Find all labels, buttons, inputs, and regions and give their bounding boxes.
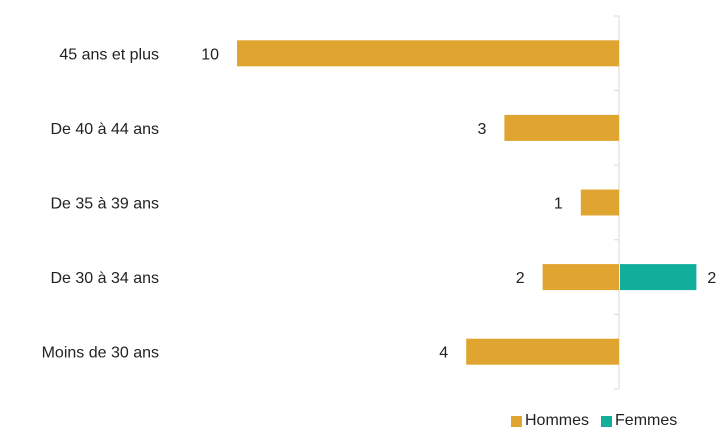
legend: Hommes Femmes bbox=[511, 412, 677, 430]
category-label: De 30 à 34 ans bbox=[50, 270, 159, 287]
data-label-hommes: 3 bbox=[477, 121, 486, 138]
category-label: 45 ans et plus bbox=[59, 46, 159, 63]
data-label-hommes: 2 bbox=[516, 270, 525, 287]
legend-swatch-femmes bbox=[601, 415, 613, 427]
bar-hommes bbox=[504, 114, 619, 141]
legend-label-hommes: Hommes bbox=[525, 412, 590, 429]
data-label-femmes: 2 bbox=[707, 270, 716, 287]
category-label: De 35 à 39 ans bbox=[50, 196, 159, 213]
data-label-hommes: 4 bbox=[439, 345, 448, 362]
data-label-hommes: 10 bbox=[201, 46, 219, 63]
bar-hommes bbox=[237, 40, 619, 67]
legend-item-hommes: Hommes bbox=[511, 412, 589, 430]
bar-hommes bbox=[580, 189, 619, 216]
legend-label-femmes: Femmes bbox=[615, 412, 678, 429]
bar-hommes bbox=[466, 338, 619, 365]
category-label: De 40 à 44 ans bbox=[50, 121, 159, 138]
legend-item-femmes: Femmes bbox=[601, 412, 677, 430]
bar-femmes bbox=[620, 264, 697, 291]
category-label: Moins de 30 ans bbox=[42, 345, 159, 362]
bar-chart: 45 ans et plus 10 De 40 à 44 ans 3 De 35 à 3… bbox=[42, 15, 716, 390]
bar-hommes bbox=[542, 264, 619, 291]
legend-swatch-hommes bbox=[511, 415, 522, 427]
data-label-hommes: 1 bbox=[554, 196, 563, 213]
